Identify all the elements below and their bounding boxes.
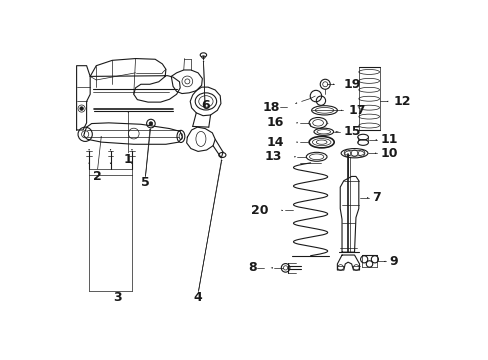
Text: 9: 9 <box>389 255 397 268</box>
Text: 14: 14 <box>266 136 283 149</box>
Text: 16: 16 <box>266 116 283 129</box>
Text: 2: 2 <box>93 170 102 183</box>
Text: 15: 15 <box>343 125 361 138</box>
Text: 10: 10 <box>380 147 397 160</box>
Text: 7: 7 <box>372 192 380 204</box>
Text: 12: 12 <box>392 95 410 108</box>
Text: 5: 5 <box>141 176 149 189</box>
Text: 1: 1 <box>124 153 133 166</box>
Text: 17: 17 <box>348 104 366 117</box>
Circle shape <box>149 122 152 125</box>
Text: 20: 20 <box>250 204 267 217</box>
Text: 3: 3 <box>113 291 122 304</box>
Text: 19: 19 <box>343 78 361 91</box>
Text: 4: 4 <box>193 291 202 304</box>
Text: 18: 18 <box>263 101 280 114</box>
Text: 11: 11 <box>380 134 398 147</box>
Circle shape <box>80 107 83 111</box>
Text: 6: 6 <box>201 99 209 112</box>
Text: 8: 8 <box>247 261 256 274</box>
Text: 13: 13 <box>264 150 281 163</box>
